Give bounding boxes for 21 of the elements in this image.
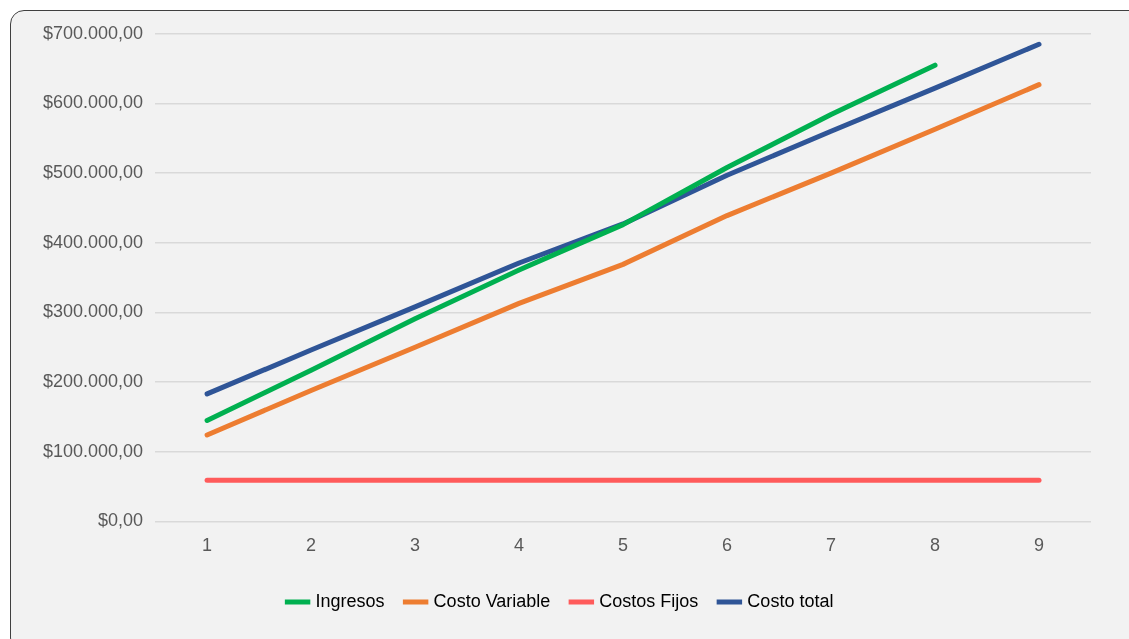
- y-tick-label: $700.000,00: [42, 22, 144, 43]
- x-tick-label: 8: [930, 535, 941, 556]
- x-tick-label: 5: [618, 535, 629, 556]
- y-tick-label: $500.000,00: [42, 162, 144, 183]
- x-tick-label: 6: [722, 535, 733, 556]
- y-tick-label: $100.000,00: [42, 440, 144, 461]
- x-tick-label: 1: [202, 535, 213, 556]
- y-tick-label: $600.000,00: [42, 92, 144, 113]
- x-tick-label: 2: [306, 535, 317, 556]
- legend-label: Costo Variable: [433, 590, 551, 611]
- y-tick-label: $200.000,00: [42, 371, 144, 392]
- x-tick-label: 3: [410, 535, 421, 556]
- legend-label: Costo total: [747, 590, 834, 611]
- x-tick-label: 4: [514, 535, 525, 556]
- y-tick-label: $0,00: [98, 510, 144, 531]
- legend-label: Ingresos: [315, 590, 385, 611]
- y-tick-label: $300.000,00: [42, 301, 144, 322]
- legend-label: Costos Fijos: [599, 590, 699, 611]
- x-tick-label: 7: [826, 535, 837, 556]
- y-tick-label: $400.000,00: [42, 231, 144, 252]
- x-tick-label: 9: [1034, 535, 1045, 556]
